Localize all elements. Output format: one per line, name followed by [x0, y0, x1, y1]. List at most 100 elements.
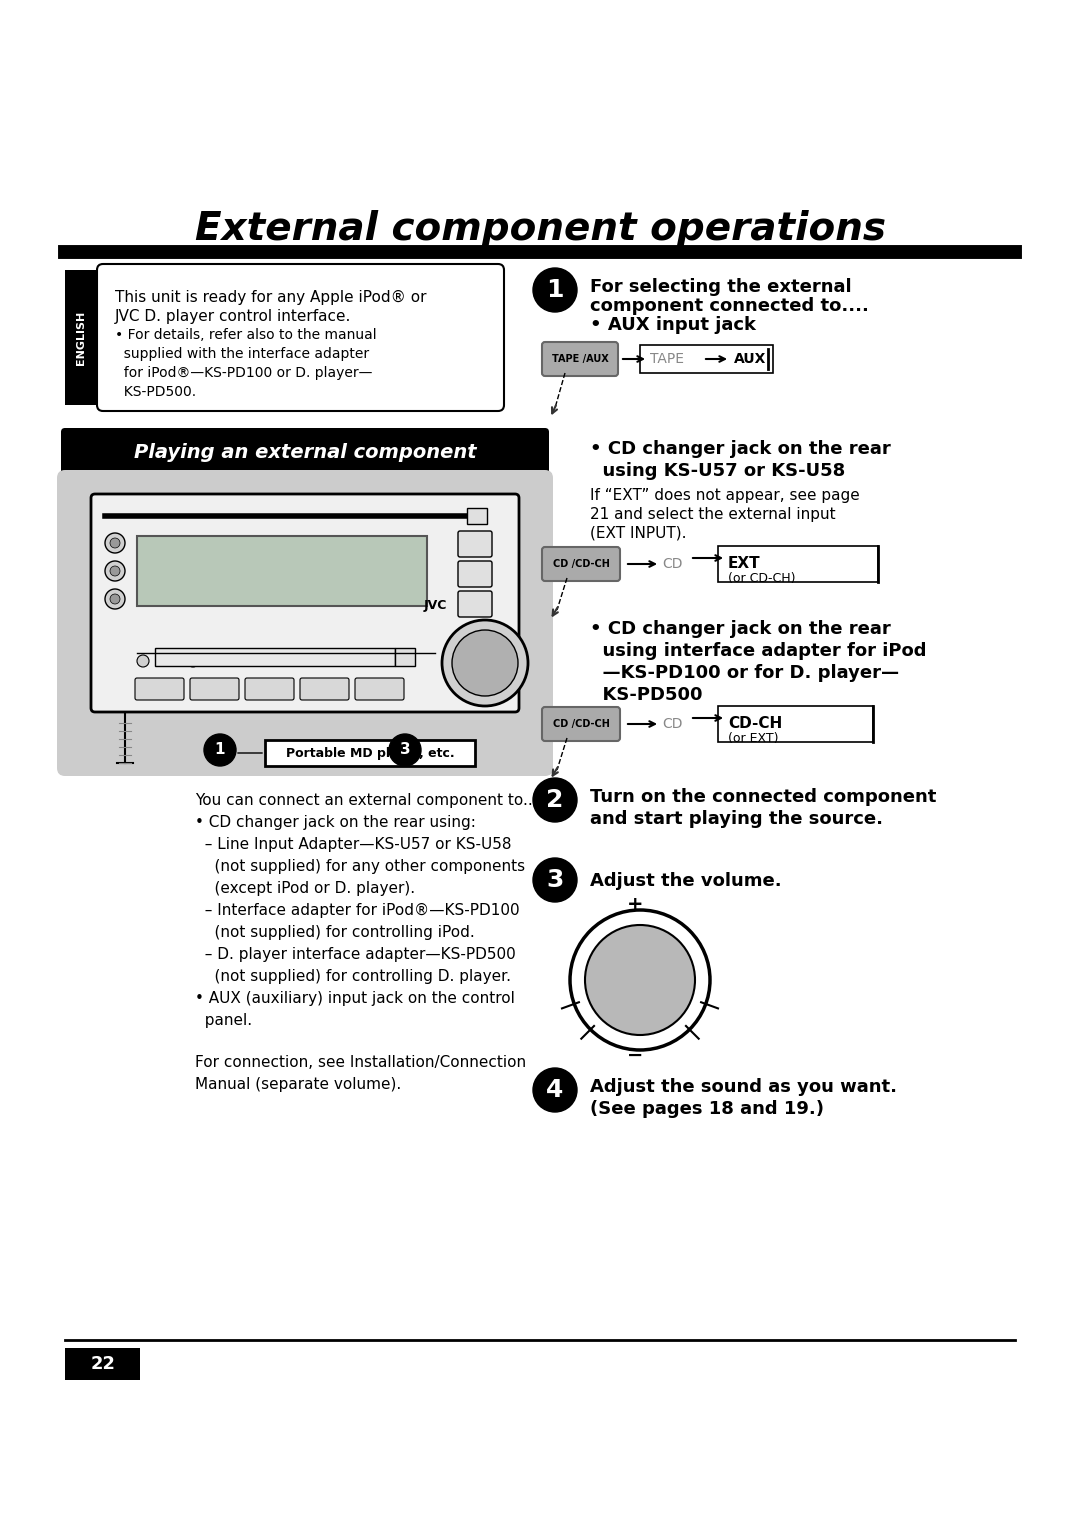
- FancyBboxPatch shape: [458, 532, 492, 558]
- Bar: [718, 706, 873, 743]
- Text: CD /CD-CH: CD /CD-CH: [553, 720, 609, 729]
- Text: • CD changer jack on the rear: • CD changer jack on the rear: [590, 440, 891, 458]
- Text: JVC D. player control interface.: JVC D. player control interface.: [114, 309, 351, 324]
- FancyBboxPatch shape: [91, 494, 519, 712]
- Text: CD: CD: [662, 558, 683, 571]
- Text: For connection, see Installation/Connection: For connection, see Installation/Connect…: [195, 1054, 526, 1070]
- FancyBboxPatch shape: [57, 471, 553, 776]
- Text: 3: 3: [400, 743, 410, 758]
- FancyBboxPatch shape: [190, 678, 239, 700]
- Bar: [395, 648, 415, 666]
- Text: • For details, refer also to the manual: • For details, refer also to the manual: [114, 329, 377, 342]
- Text: JVC: JVC: [423, 599, 447, 613]
- Circle shape: [137, 656, 149, 668]
- Text: −: −: [626, 1045, 644, 1065]
- FancyBboxPatch shape: [458, 561, 492, 587]
- Text: 1: 1: [215, 743, 226, 758]
- Text: Adjust the sound as you want.: Adjust the sound as you want.: [590, 1077, 897, 1096]
- Text: panel.: panel.: [195, 1013, 252, 1028]
- Bar: [65, 270, 97, 405]
- Text: 21 and select the external input: 21 and select the external input: [590, 507, 836, 523]
- Text: • AUX input jack: • AUX input jack: [590, 316, 756, 335]
- Text: component connected to....: component connected to....: [590, 296, 869, 315]
- Bar: [137, 536, 427, 607]
- FancyBboxPatch shape: [300, 678, 349, 700]
- FancyBboxPatch shape: [135, 678, 184, 700]
- Text: External component operations: External component operations: [195, 209, 886, 248]
- Text: —KS-PD100 or for D. player—: —KS-PD100 or for D. player—: [590, 665, 900, 681]
- Text: • AUX (auxiliary) input jack on the control: • AUX (auxiliary) input jack on the cont…: [195, 992, 515, 1005]
- Text: (not supplied) for controlling iPod.: (not supplied) for controlling iPod.: [195, 924, 475, 940]
- FancyBboxPatch shape: [60, 428, 549, 477]
- FancyBboxPatch shape: [542, 342, 618, 376]
- Text: For selecting the external: For selecting the external: [590, 278, 852, 296]
- Text: (not supplied) for any other components: (not supplied) for any other components: [195, 859, 525, 874]
- FancyBboxPatch shape: [245, 678, 294, 700]
- Text: AUX: AUX: [734, 351, 767, 367]
- Text: CD: CD: [662, 717, 683, 730]
- Text: ENGLISH: ENGLISH: [76, 310, 86, 365]
- Text: 1: 1: [546, 278, 564, 303]
- Bar: [156, 648, 395, 666]
- Text: (except iPod or D. player).: (except iPod or D. player).: [195, 882, 415, 895]
- Text: Portable MD player, etc.: Portable MD player, etc.: [286, 747, 455, 759]
- Text: (See pages 18 and 19.): (See pages 18 and 19.): [590, 1100, 824, 1118]
- Bar: [65, 1348, 140, 1380]
- Circle shape: [389, 733, 421, 766]
- FancyBboxPatch shape: [355, 678, 404, 700]
- Text: (or EXT): (or EXT): [728, 732, 779, 746]
- Text: – Line Input Adapter—KS-U57 or KS-U58: – Line Input Adapter—KS-U57 or KS-U58: [195, 837, 512, 853]
- Circle shape: [534, 778, 577, 822]
- Text: You can connect an external component to....: You can connect an external component to…: [195, 793, 542, 808]
- Bar: [265, 740, 475, 766]
- Text: Adjust the volume.: Adjust the volume.: [590, 872, 782, 889]
- Circle shape: [534, 1068, 577, 1112]
- Text: This unit is ready for any Apple iPod® or: This unit is ready for any Apple iPod® o…: [114, 290, 427, 306]
- Circle shape: [105, 533, 125, 553]
- Text: supplied with the interface adapter: supplied with the interface adapter: [114, 347, 369, 361]
- Text: and start playing the source.: and start playing the source.: [590, 810, 883, 828]
- Text: CD /CD-CH: CD /CD-CH: [553, 559, 609, 568]
- Text: for iPod®—KS-PD100 or D. player—: for iPod®—KS-PD100 or D. player—: [114, 367, 373, 380]
- Bar: [718, 545, 878, 582]
- Text: +: +: [626, 895, 644, 914]
- Text: Playing an external component: Playing an external component: [134, 443, 476, 461]
- Text: Manual (separate volume).: Manual (separate volume).: [195, 1077, 402, 1093]
- Circle shape: [110, 565, 120, 576]
- FancyBboxPatch shape: [542, 547, 620, 581]
- FancyBboxPatch shape: [542, 707, 620, 741]
- Bar: [640, 345, 773, 373]
- Text: using interface adapter for iPod: using interface adapter for iPod: [590, 642, 927, 660]
- Circle shape: [110, 538, 120, 549]
- Text: • CD changer jack on the rear: • CD changer jack on the rear: [590, 620, 891, 639]
- Circle shape: [187, 656, 199, 668]
- Text: (EXT INPUT).: (EXT INPUT).: [590, 526, 687, 541]
- Text: – D. player interface adapter—KS-PD500: – D. player interface adapter—KS-PD500: [195, 947, 516, 963]
- Text: Turn on the connected component: Turn on the connected component: [590, 788, 936, 805]
- Text: • CD changer jack on the rear using:: • CD changer jack on the rear using:: [195, 814, 476, 830]
- Text: KS-PD500.: KS-PD500.: [114, 385, 197, 399]
- Text: TAPE /AUX: TAPE /AUX: [552, 354, 608, 364]
- Text: using KS-U57 or KS-U58: using KS-U57 or KS-U58: [590, 461, 846, 480]
- FancyBboxPatch shape: [458, 591, 492, 617]
- Circle shape: [534, 267, 577, 312]
- Text: TAPE: TAPE: [650, 351, 684, 367]
- Text: 2: 2: [546, 788, 564, 811]
- Circle shape: [442, 620, 528, 706]
- Text: KS-PD500: KS-PD500: [590, 686, 702, 704]
- Text: CD-CH: CD-CH: [728, 717, 782, 730]
- Bar: [467, 507, 487, 524]
- Circle shape: [585, 924, 696, 1034]
- Circle shape: [105, 588, 125, 610]
- FancyBboxPatch shape: [97, 264, 504, 411]
- Text: 22: 22: [91, 1355, 116, 1374]
- Text: (or CD-CH): (or CD-CH): [728, 571, 796, 585]
- Circle shape: [105, 561, 125, 581]
- Text: 3: 3: [546, 868, 564, 892]
- Circle shape: [453, 630, 518, 695]
- Text: 4: 4: [546, 1077, 564, 1102]
- Text: (not supplied) for controlling D. player.: (not supplied) for controlling D. player…: [195, 969, 511, 984]
- Circle shape: [204, 733, 237, 766]
- Text: If “EXT” does not appear, see page: If “EXT” does not appear, see page: [590, 487, 860, 503]
- Text: EXT: EXT: [728, 556, 760, 571]
